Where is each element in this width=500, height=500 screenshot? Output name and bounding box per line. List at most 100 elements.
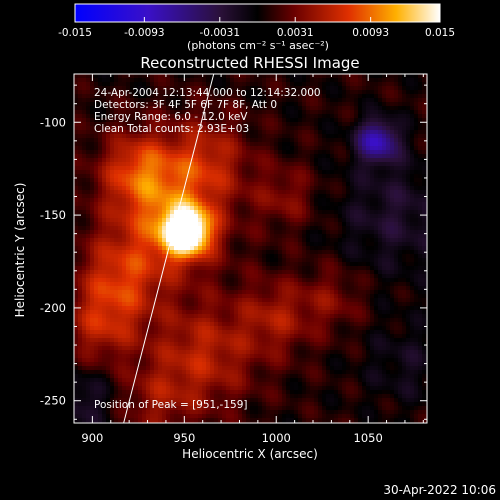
heatmap-cell — [282, 414, 287, 419]
heatmap-cell — [210, 282, 215, 287]
heatmap-cell — [250, 110, 255, 115]
heatmap-cell — [186, 98, 191, 103]
heatmap-cell — [138, 114, 143, 119]
heatmap-cell — [262, 414, 267, 419]
heatmap-cell — [118, 138, 123, 143]
heatmap-cell — [226, 350, 231, 355]
heatmap-cell — [290, 210, 295, 215]
heatmap-cell — [254, 298, 259, 303]
heatmap-cell — [254, 314, 259, 319]
heatmap-cell — [126, 134, 131, 139]
chart-title: Reconstructed RHESSI Image — [140, 54, 359, 72]
heatmap-cell — [146, 250, 151, 255]
heatmap-cell — [154, 82, 159, 87]
heatmap-cell — [250, 330, 255, 335]
heatmap-cell — [162, 294, 167, 299]
heatmap-cell — [134, 386, 139, 391]
heatmap-cell — [94, 94, 99, 99]
heatmap-cell — [106, 234, 111, 239]
heatmap-cell — [122, 402, 127, 407]
heatmap-cell — [290, 326, 295, 331]
heatmap-cell — [222, 278, 227, 283]
heatmap-cell — [210, 98, 215, 103]
heatmap-cell — [222, 282, 227, 287]
heatmap-cell — [162, 202, 167, 207]
heatmap-cell — [94, 146, 99, 151]
heatmap-cell — [182, 194, 187, 199]
heatmap-cell — [94, 298, 99, 303]
heatmap-cell — [286, 258, 291, 263]
heatmap-cell — [134, 310, 139, 315]
heatmap-cell — [266, 166, 271, 171]
heatmap-cell — [198, 354, 203, 359]
heatmap-cell — [98, 182, 103, 187]
heatmap-cell — [146, 382, 151, 387]
heatmap-cell — [242, 138, 247, 143]
heatmap-cell — [182, 178, 187, 183]
heatmap-cell — [190, 246, 195, 251]
heatmap-cell — [142, 90, 147, 95]
heatmap-cell — [210, 142, 215, 147]
heatmap-cell — [278, 174, 283, 179]
heatmap-cell — [158, 418, 163, 423]
heatmap-cell — [86, 162, 91, 167]
heatmap-cell — [106, 150, 111, 155]
heatmap-cell — [270, 410, 275, 415]
heatmap-cell — [262, 318, 267, 323]
heatmap-cell — [234, 150, 239, 155]
heatmap-cell — [246, 230, 251, 235]
heatmap-cell — [182, 206, 187, 211]
heatmap-cell — [218, 406, 223, 411]
heatmap-cell — [86, 150, 91, 155]
heatmap-cell — [158, 198, 163, 203]
heatmap-cell — [182, 346, 187, 351]
heatmap-cell — [98, 150, 103, 155]
heatmap-cell — [194, 286, 199, 291]
heatmap-cell — [166, 374, 171, 379]
heatmap-cell — [146, 294, 151, 299]
heatmap-cell — [242, 334, 247, 339]
heatmap-cell — [114, 278, 119, 283]
heatmap-cell — [238, 342, 243, 347]
heatmap-cell — [138, 350, 143, 355]
heatmap-cell — [186, 246, 191, 251]
heatmap-cell — [150, 350, 155, 355]
heatmap-cell — [74, 150, 79, 155]
heatmap-cell — [178, 206, 183, 211]
heatmap-cell — [74, 182, 79, 187]
heatmap-cell — [242, 134, 247, 139]
heatmap-cell — [102, 138, 107, 143]
heatmap-cell — [138, 234, 143, 239]
heatmap-cell — [230, 126, 235, 131]
heatmap-cell — [174, 198, 179, 203]
heatmap-cell — [198, 318, 203, 323]
heatmap-cell — [202, 78, 207, 83]
heatmap-cell — [182, 322, 187, 327]
heatmap-cell — [170, 394, 175, 399]
heatmap-cell — [190, 254, 195, 259]
heatmap-cell — [146, 114, 151, 119]
heatmap-cell — [82, 298, 87, 303]
heatmap-cell — [150, 338, 155, 343]
heatmap-cell — [190, 238, 195, 243]
heatmap-cell — [202, 310, 207, 315]
heatmap-cell — [130, 234, 135, 239]
heatmap-cell — [90, 246, 95, 251]
heatmap-cell — [78, 110, 83, 115]
heatmap-cell — [194, 382, 199, 387]
heatmap-cell — [166, 146, 171, 151]
heatmap-cell — [166, 338, 171, 343]
heatmap-cell — [178, 210, 183, 215]
heatmap-cell — [174, 130, 179, 135]
heatmap-cell — [262, 330, 267, 335]
heatmap-cell — [154, 94, 159, 99]
heatmap-cell — [170, 238, 175, 243]
heatmap-cell — [214, 194, 219, 199]
heatmap-cell — [266, 294, 271, 299]
heatmap-cell — [138, 402, 143, 407]
heatmap-cell — [290, 294, 295, 299]
heatmap-cell — [290, 258, 295, 263]
heatmap-cell — [238, 86, 243, 91]
heatmap-cell — [102, 86, 107, 91]
heatmap-cell — [134, 414, 139, 419]
